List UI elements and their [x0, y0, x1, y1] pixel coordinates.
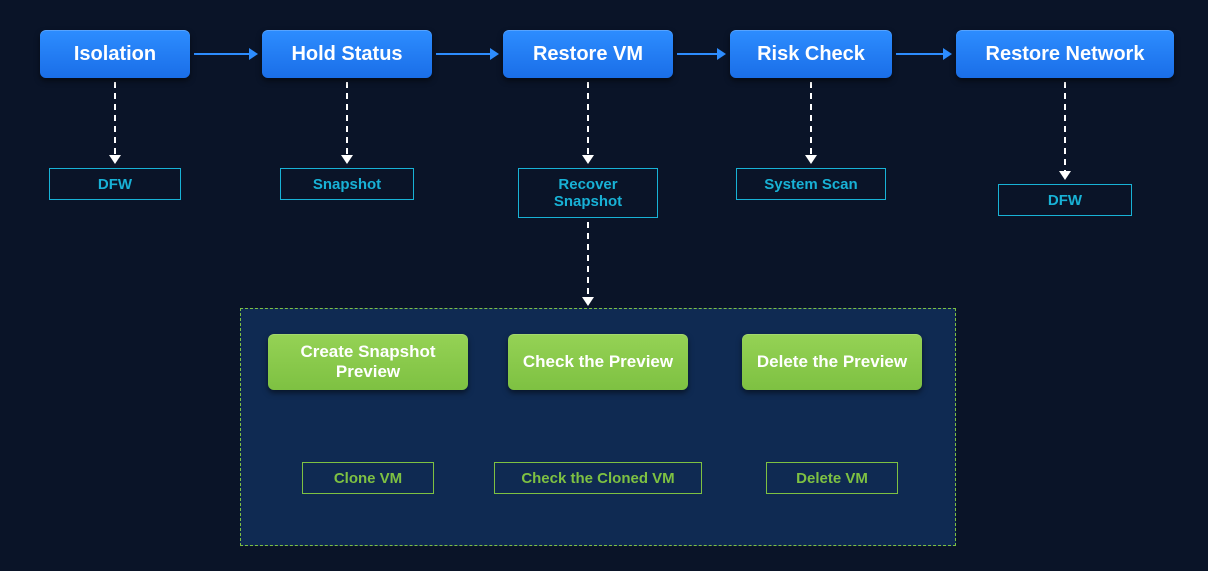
sub-label: DFW — [98, 176, 132, 193]
node-label: Restore Network — [986, 43, 1145, 66]
node-hold-status: Hold Status — [262, 30, 432, 78]
sub-label: Snapshot — [313, 176, 381, 193]
node-restore-vm: Restore VM — [503, 30, 673, 78]
node-check-preview: Check the Preview — [508, 334, 688, 390]
node-delete-preview: Delete the Preview — [742, 334, 922, 390]
node-restore-network: Restore Network — [956, 30, 1174, 78]
sub-dfw-2: DFW — [998, 184, 1132, 216]
node-create-preview: Create Snapshot Preview — [268, 334, 468, 390]
node-label: Create Snapshot Preview — [276, 342, 460, 382]
sub-label: Clone VM — [334, 470, 402, 487]
sub-check-cloned: Check the Cloned VM — [494, 462, 702, 494]
sub-delete-vm: Delete VM — [766, 462, 898, 494]
sub-snapshot: Snapshot — [280, 168, 414, 200]
sub-system-scan: System Scan — [736, 168, 886, 200]
sub-label: Recover Snapshot — [525, 176, 651, 210]
sub-dfw-1: DFW — [49, 168, 181, 200]
node-label: Hold Status — [291, 43, 402, 66]
node-label: Check the Preview — [523, 352, 673, 372]
sub-recover-snap: Recover Snapshot — [518, 168, 658, 218]
node-label: Isolation — [74, 43, 156, 66]
node-label: Delete the Preview — [757, 352, 907, 372]
sub-label: Check the Cloned VM — [521, 470, 674, 487]
sub-label: System Scan — [764, 176, 857, 193]
node-label: Restore VM — [533, 43, 643, 66]
sub-label: Delete VM — [796, 470, 868, 487]
node-label: Risk Check — [757, 43, 865, 66]
sub-clone-vm: Clone VM — [302, 462, 434, 494]
node-risk-check: Risk Check — [730, 30, 892, 78]
node-isolation: Isolation — [40, 30, 190, 78]
sub-label: DFW — [1048, 192, 1082, 209]
